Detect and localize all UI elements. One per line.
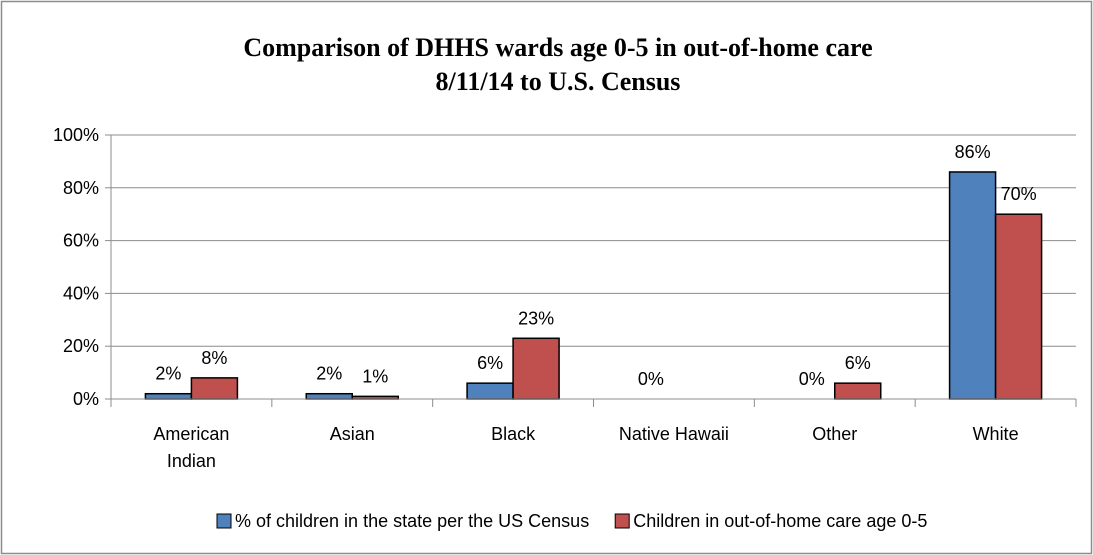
legend-swatch bbox=[216, 513, 232, 529]
data-label: 23% bbox=[518, 308, 554, 328]
data-label: 0% bbox=[638, 369, 664, 389]
bar bbox=[190, 377, 239, 400]
y-tick-label: 20% bbox=[63, 336, 99, 356]
legend-label: Children in out-of-home care age 0-5 bbox=[633, 511, 927, 531]
data-label: 2% bbox=[316, 364, 342, 384]
data-label: 70% bbox=[1001, 184, 1037, 204]
data-label: 1% bbox=[362, 366, 388, 386]
y-tick-label: 80% bbox=[63, 178, 99, 198]
x-category-label: Black bbox=[491, 424, 536, 444]
x-category-label: White bbox=[973, 424, 1019, 444]
bar bbox=[466, 382, 514, 400]
bar bbox=[994, 213, 1043, 400]
x-category-label: Other bbox=[812, 424, 857, 444]
axes: 0% 20% 40% 60% 80% 100% American Indian Asian Bla… bbox=[53, 125, 1077, 471]
x-category-label: Native Hawaii bbox=[619, 424, 729, 444]
bar bbox=[948, 171, 997, 400]
data-label: 0% bbox=[799, 369, 825, 389]
legend: % of children in the state per the US Ce… bbox=[216, 511, 927, 531]
legend-swatch bbox=[614, 513, 630, 529]
bar bbox=[305, 392, 353, 400]
x-category-label: Asian bbox=[330, 424, 375, 444]
y-tick-label: 40% bbox=[63, 283, 99, 303]
data-label: 8% bbox=[201, 348, 227, 368]
chart-title: Comparison of DHHS wards age 0-5 in out-… bbox=[243, 33, 872, 62]
data-label: 6% bbox=[477, 353, 503, 373]
data-labels: 2% 2% 6% 0% 0% 86% 8% 1% 23% 6% 70% bbox=[155, 142, 1036, 389]
y-tick-label: 0% bbox=[73, 389, 99, 409]
data-label: 6% bbox=[845, 353, 871, 373]
bar bbox=[834, 382, 882, 400]
y-tick-label: 100% bbox=[53, 125, 99, 145]
legend-label: % of children in the state per the US Ce… bbox=[235, 511, 589, 531]
x-category-label: Indian bbox=[167, 451, 216, 471]
data-label: 2% bbox=[155, 364, 181, 384]
x-category-label: American bbox=[153, 424, 229, 444]
chart-subtitle: 8/11/14 to U.S. Census bbox=[436, 67, 681, 96]
bar bbox=[512, 337, 560, 400]
gridlines bbox=[111, 134, 1076, 347]
y-tick-label: 60% bbox=[63, 231, 99, 251]
data-label: 86% bbox=[955, 142, 991, 162]
bar bbox=[144, 392, 193, 400]
